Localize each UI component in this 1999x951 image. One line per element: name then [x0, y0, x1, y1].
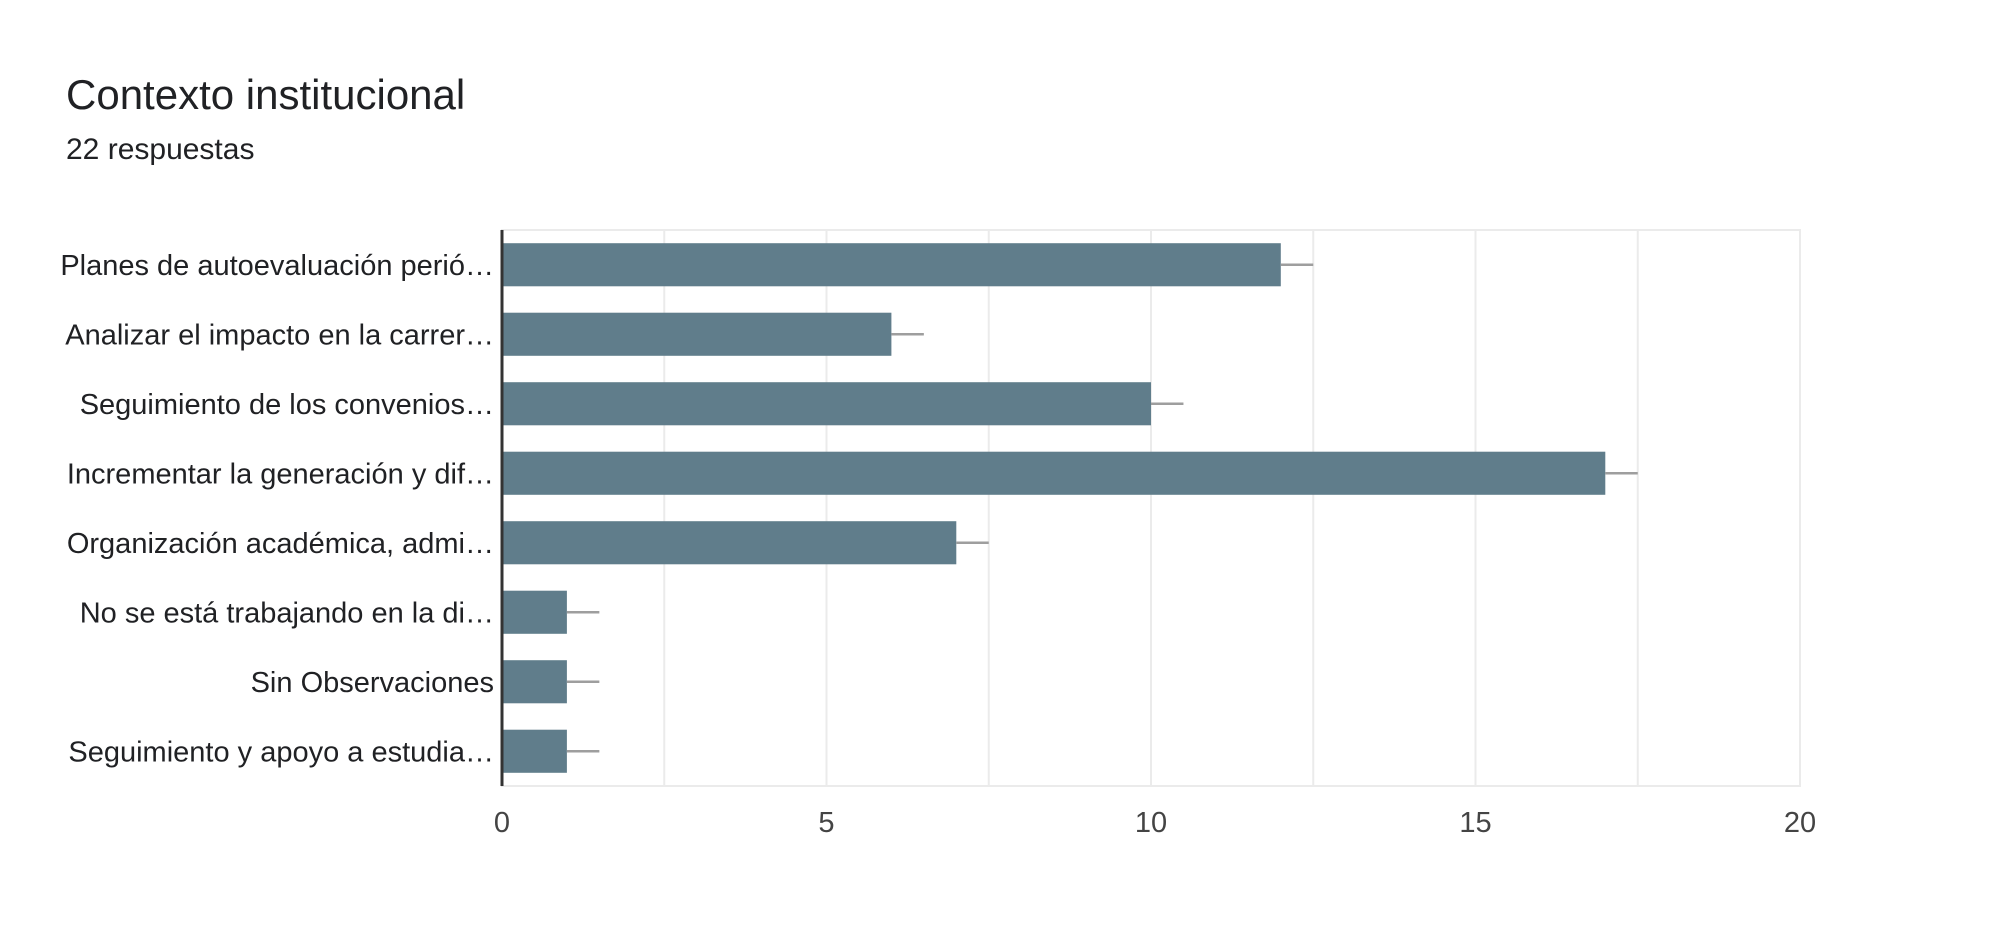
category-label: Seguimiento de los convenios…	[80, 389, 494, 421]
bar-2	[502, 312, 892, 356]
chart-title: Contexto institucional	[66, 71, 466, 118]
category-label: No se está trabajando en la di…	[80, 597, 494, 629]
category-label: Seguimiento y apoyo a estudia…	[68, 736, 494, 768]
category-label: Planes de autoevaluación perió…	[60, 250, 494, 282]
bar-4	[502, 451, 1606, 495]
x-tick-label: 5	[818, 807, 834, 839]
x-tick-label: 10	[1135, 807, 1167, 839]
category-label: Incrementar la generación y dif…	[67, 458, 494, 490]
bar-5	[502, 521, 957, 565]
x-tick-label: 15	[1459, 807, 1491, 839]
bar-6	[502, 590, 567, 634]
category-label: Sin Observaciones	[251, 667, 494, 699]
x-tick-label: 20	[1784, 807, 1816, 839]
bar-1	[502, 243, 1281, 287]
category-label: Analizar el impacto en la carrer…	[65, 319, 494, 351]
bar-8	[502, 729, 567, 773]
x-tick-label: 0	[494, 807, 510, 839]
bar-3	[502, 382, 1151, 426]
chart-header: Contexto institucional 22 respuestas	[66, 70, 465, 168]
response-count: 22 respuestas	[66, 133, 255, 166]
bar-7	[502, 660, 567, 704]
category-label: Organización académica, admi…	[67, 528, 494, 560]
